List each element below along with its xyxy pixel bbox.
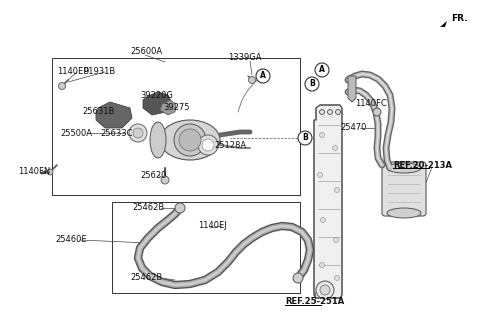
Polygon shape bbox=[96, 102, 132, 128]
Circle shape bbox=[316, 281, 334, 299]
Text: A: A bbox=[319, 65, 325, 75]
Text: FR.: FR. bbox=[451, 14, 468, 23]
Circle shape bbox=[59, 82, 65, 90]
Bar bbox=[52, 58, 300, 195]
Circle shape bbox=[198, 135, 218, 155]
Text: 39275: 39275 bbox=[163, 104, 190, 112]
Polygon shape bbox=[143, 92, 172, 115]
Circle shape bbox=[315, 63, 329, 77]
Circle shape bbox=[327, 110, 333, 114]
Text: 25470: 25470 bbox=[340, 124, 366, 132]
Circle shape bbox=[320, 132, 324, 137]
Polygon shape bbox=[314, 105, 342, 298]
Circle shape bbox=[175, 203, 185, 213]
FancyBboxPatch shape bbox=[382, 162, 426, 216]
Circle shape bbox=[336, 110, 340, 114]
Text: 25460E: 25460E bbox=[55, 235, 86, 245]
Circle shape bbox=[305, 77, 319, 91]
Text: REF.20-213A: REF.20-213A bbox=[393, 161, 452, 169]
Ellipse shape bbox=[387, 163, 421, 173]
Text: 1140FN: 1140FN bbox=[18, 167, 50, 177]
Circle shape bbox=[133, 128, 143, 138]
Text: 1339GA: 1339GA bbox=[228, 54, 262, 62]
Circle shape bbox=[321, 217, 325, 222]
Text: B: B bbox=[309, 79, 315, 89]
Text: 25633C: 25633C bbox=[100, 129, 132, 137]
Ellipse shape bbox=[387, 208, 421, 218]
Text: 1140EJ: 1140EJ bbox=[198, 221, 227, 231]
Text: 1140FC: 1140FC bbox=[355, 98, 387, 108]
Circle shape bbox=[202, 139, 214, 151]
Circle shape bbox=[334, 237, 338, 243]
Polygon shape bbox=[348, 76, 356, 102]
Text: 39220G: 39220G bbox=[140, 92, 173, 100]
Polygon shape bbox=[160, 100, 176, 115]
Circle shape bbox=[174, 124, 206, 156]
Text: REF.25-251A: REF.25-251A bbox=[285, 298, 344, 306]
Text: 25462B: 25462B bbox=[132, 202, 164, 212]
Circle shape bbox=[333, 146, 337, 150]
Text: 25600A: 25600A bbox=[130, 47, 162, 57]
Circle shape bbox=[320, 285, 330, 295]
Circle shape bbox=[317, 173, 323, 178]
Circle shape bbox=[320, 263, 324, 267]
Text: B: B bbox=[302, 133, 308, 143]
Text: 25620: 25620 bbox=[140, 170, 167, 180]
Circle shape bbox=[179, 129, 201, 151]
Text: 91931B: 91931B bbox=[83, 67, 115, 77]
Ellipse shape bbox=[150, 122, 166, 158]
Text: A: A bbox=[260, 72, 266, 80]
Text: 25500A: 25500A bbox=[60, 129, 92, 137]
Circle shape bbox=[129, 124, 147, 142]
Circle shape bbox=[47, 169, 53, 175]
Text: 1140EP: 1140EP bbox=[57, 67, 88, 77]
Circle shape bbox=[335, 276, 339, 281]
Circle shape bbox=[249, 77, 255, 83]
Circle shape bbox=[256, 69, 270, 83]
Text: 25128A: 25128A bbox=[214, 142, 246, 150]
Bar bbox=[112, 202, 300, 293]
Circle shape bbox=[161, 176, 169, 184]
Ellipse shape bbox=[160, 120, 220, 160]
Text: 25462B: 25462B bbox=[130, 273, 162, 283]
Circle shape bbox=[293, 273, 303, 283]
Circle shape bbox=[320, 110, 324, 114]
Circle shape bbox=[298, 131, 312, 145]
Text: 25631B: 25631B bbox=[82, 108, 114, 116]
Circle shape bbox=[373, 108, 381, 116]
Circle shape bbox=[335, 187, 339, 193]
Polygon shape bbox=[440, 21, 447, 27]
